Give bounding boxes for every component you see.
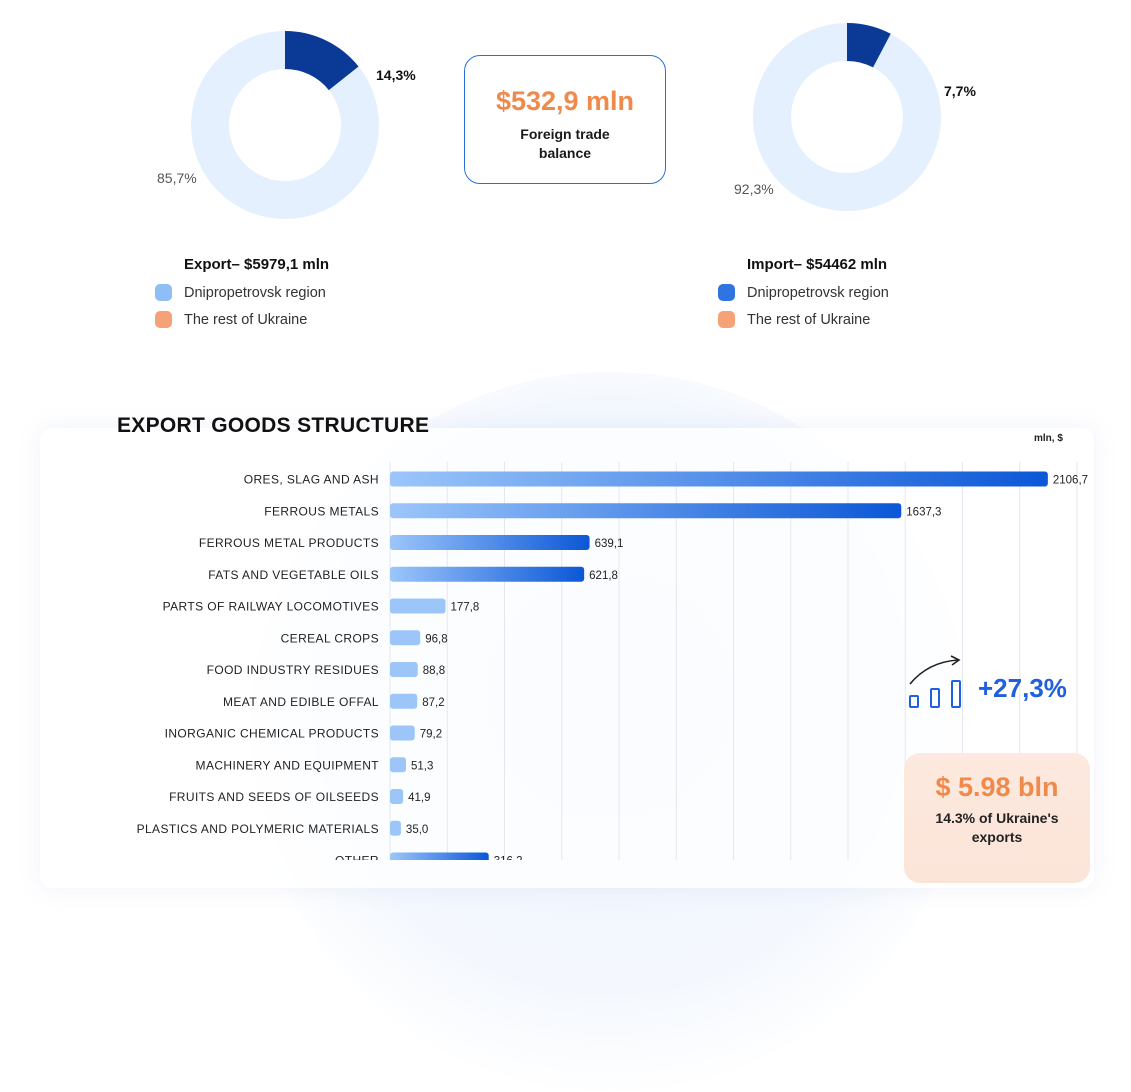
category-label: FERROUS METALS (264, 504, 379, 518)
bar (390, 820, 401, 836)
import-legend-label-rest: The rest of Ukraine (747, 311, 871, 328)
import-rest-pct: 92,3% (734, 181, 774, 197)
unit-label: mln, $ (1034, 433, 1063, 444)
import-legend-label-region: Dnipropetrovsk region (747, 284, 889, 301)
bar-value-label: 177,8 (451, 602, 480, 614)
trade-balance-label: Foreign trade balance (465, 125, 665, 163)
bar-value-label: 639,1 (595, 538, 624, 550)
bar-value-label: 51,3 (411, 760, 433, 772)
bar-value-label: 79,2 (420, 729, 442, 741)
export-region-pct: 14,3% (376, 67, 416, 83)
export-legend-label-region: Dnipropetrovsk region (184, 284, 326, 301)
category-label: FATS AND VEGETABLE OILS (208, 568, 379, 582)
import-legend-swatch-rest (718, 311, 735, 328)
category-label: PARTS OF RAILWAY LOCOMOTIVES (163, 600, 379, 614)
bar (390, 852, 489, 860)
category-label: INORGANIC CHEMICAL PRODUCTS (165, 727, 379, 741)
category-label: FOOD INDUSTRY RESIDUES (207, 663, 379, 677)
trade-balance-label-line2: balance (538, 145, 592, 161)
category-label: CEREAL CROPS (281, 631, 379, 645)
trade-balance-card: $532,9 mln Foreign trade balance (464, 55, 666, 184)
export-legend-swatch-rest (155, 311, 172, 328)
share-value: $ 5.98 bln (935, 772, 1059, 802)
bar (390, 757, 407, 773)
section-title: EXPORT GOODS STRUCTURE (117, 414, 430, 437)
bar (390, 535, 590, 550)
bar (390, 471, 1048, 487)
bar-value-label: 96,8 (425, 633, 447, 645)
bar-value-label: 88,8 (423, 665, 445, 677)
category-label: FERROUS METAL PRODUCTS (199, 536, 379, 550)
export-legend-item-region: Dnipropetrovsk region (155, 284, 326, 301)
export-slice-region (284, 31, 359, 91)
import-legend-title: Import– $54462 mln (747, 256, 888, 273)
bar-value-label: 87,2 (422, 697, 444, 709)
import-legend-item-region: Dnipropetrovsk region (718, 284, 889, 301)
share-label-line2: exports (971, 829, 1023, 845)
import-donut-chart (753, 23, 941, 211)
bar-value-label: 316,2 (494, 856, 523, 861)
category-label: OTHER (335, 854, 379, 861)
bar-value-label: 1637,3 (906, 506, 941, 518)
bar (390, 598, 446, 614)
bar (390, 630, 421, 646)
bar (390, 693, 418, 709)
bar-value-label: 35,0 (406, 824, 428, 836)
bar-value-label: 2106,7 (1053, 475, 1088, 487)
trade-balance-label-line1: Foreign trade (520, 126, 610, 142)
bar (390, 662, 418, 677)
category-label: FRUITS AND SEEDS OF OILSEEDS (169, 790, 379, 804)
import-legend-swatch-region (718, 284, 735, 301)
category-label: MACHINERY AND EQUIPMENT (196, 758, 380, 772)
import-slice-region (846, 23, 891, 68)
trade-balance-value: $532,9 mln (495, 86, 635, 116)
ukraine-share-card: $ 5.98 bln 14.3% of Ukraine's exports (904, 753, 1090, 883)
export-legend-label-rest: The rest of Ukraine (184, 311, 308, 328)
export-goods-bar-chart: ORES, SLAG AND ASH 2106,7 FERROUS METALS 16… (137, 462, 1088, 861)
import-slice-rest (753, 23, 941, 211)
bar (390, 503, 902, 519)
bar-value-label: 621,8 (589, 570, 618, 582)
import-legend-item-rest: The rest of Ukraine (718, 311, 870, 328)
chart-growth-icon (909, 655, 961, 708)
category-label: ORES, SLAG AND ASH (244, 473, 379, 487)
bar (390, 789, 404, 804)
bar-value-label: 41,9 (408, 792, 430, 804)
growth-value: +27,3% (978, 673, 1067, 703)
share-label-line1: 14.3% of Ukraine's (935, 810, 1059, 826)
import-region-pct: 7,7% (944, 83, 976, 99)
bar (390, 725, 415, 741)
export-legend-item-rest: The rest of Ukraine (155, 311, 307, 328)
category-label: MEAT AND EDIBLE OFFAL (223, 695, 379, 709)
share-label: 14.3% of Ukraine's exports (904, 809, 1090, 847)
export-legend-title: Export– $5979,1 mln (184, 256, 330, 273)
category-label: PLASTICS AND POLYMERIC MATERIALS (137, 822, 379, 836)
export-donut-chart (191, 31, 379, 219)
export-legend-swatch-region (155, 284, 172, 301)
export-rest-pct: 85,7% (157, 170, 197, 186)
bar (390, 566, 585, 582)
